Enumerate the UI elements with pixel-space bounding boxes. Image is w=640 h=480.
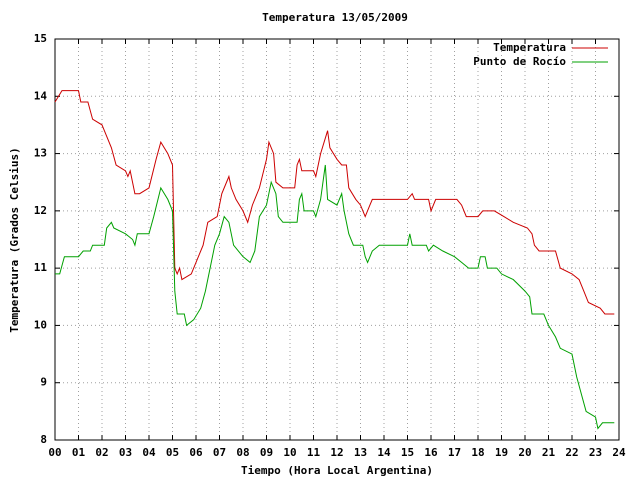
x-tick-label: 15 xyxy=(401,446,414,459)
x-tick-label: 24 xyxy=(612,446,626,459)
x-tick-label: 06 xyxy=(189,446,203,459)
chart-title: Temperatura 13/05/2009 xyxy=(262,11,408,24)
x-tick-label: 20 xyxy=(518,446,531,459)
y-tick-label: 14 xyxy=(34,89,48,102)
y-tick-label: 15 xyxy=(34,32,47,45)
x-tick-label: 18 xyxy=(471,446,484,459)
x-tick-label: 13 xyxy=(354,446,367,459)
legend-label: Punto de Rocío xyxy=(473,55,566,68)
x-tick-label: 00 xyxy=(48,446,61,459)
x-axis-label: Tiempo (Hora Local Argentina) xyxy=(241,464,433,477)
x-tick-label: 10 xyxy=(283,446,296,459)
x-tick-label: 21 xyxy=(542,446,556,459)
y-tick-label: 12 xyxy=(34,204,47,217)
legend-label: Temperatura xyxy=(493,41,566,54)
x-tick-label: 02 xyxy=(95,446,108,459)
x-tick-label: 08 xyxy=(236,446,249,459)
series-line xyxy=(55,164,615,430)
x-tick-label: 01 xyxy=(72,446,86,459)
x-tick-label: 07 xyxy=(213,446,226,459)
x-tick-label: 16 xyxy=(424,446,438,459)
x-tick-label: 23 xyxy=(589,446,602,459)
y-tick-label: 13 xyxy=(34,147,47,160)
y-axis-label: Temperatura (Grados Celsius) xyxy=(8,147,21,332)
y-tick-label: 9 xyxy=(40,376,47,389)
x-tick-label: 05 xyxy=(166,446,179,459)
x-tick-label: 11 xyxy=(307,446,321,459)
y-tick-label: 11 xyxy=(34,261,48,274)
x-tick-label: 14 xyxy=(377,446,391,459)
series-line xyxy=(54,90,615,315)
x-tick-label: 17 xyxy=(448,446,461,459)
x-tick-label: 19 xyxy=(495,446,508,459)
x-tick-label: 09 xyxy=(260,446,273,459)
y-tick-label: 8 xyxy=(40,433,47,446)
x-tick-label: 22 xyxy=(565,446,578,459)
plot-border xyxy=(54,38,620,441)
x-tick-label: 03 xyxy=(119,446,132,459)
y-tick-label: 10 xyxy=(34,318,47,331)
x-tick-label: 12 xyxy=(330,446,343,459)
x-tick-label: 04 xyxy=(142,446,156,459)
